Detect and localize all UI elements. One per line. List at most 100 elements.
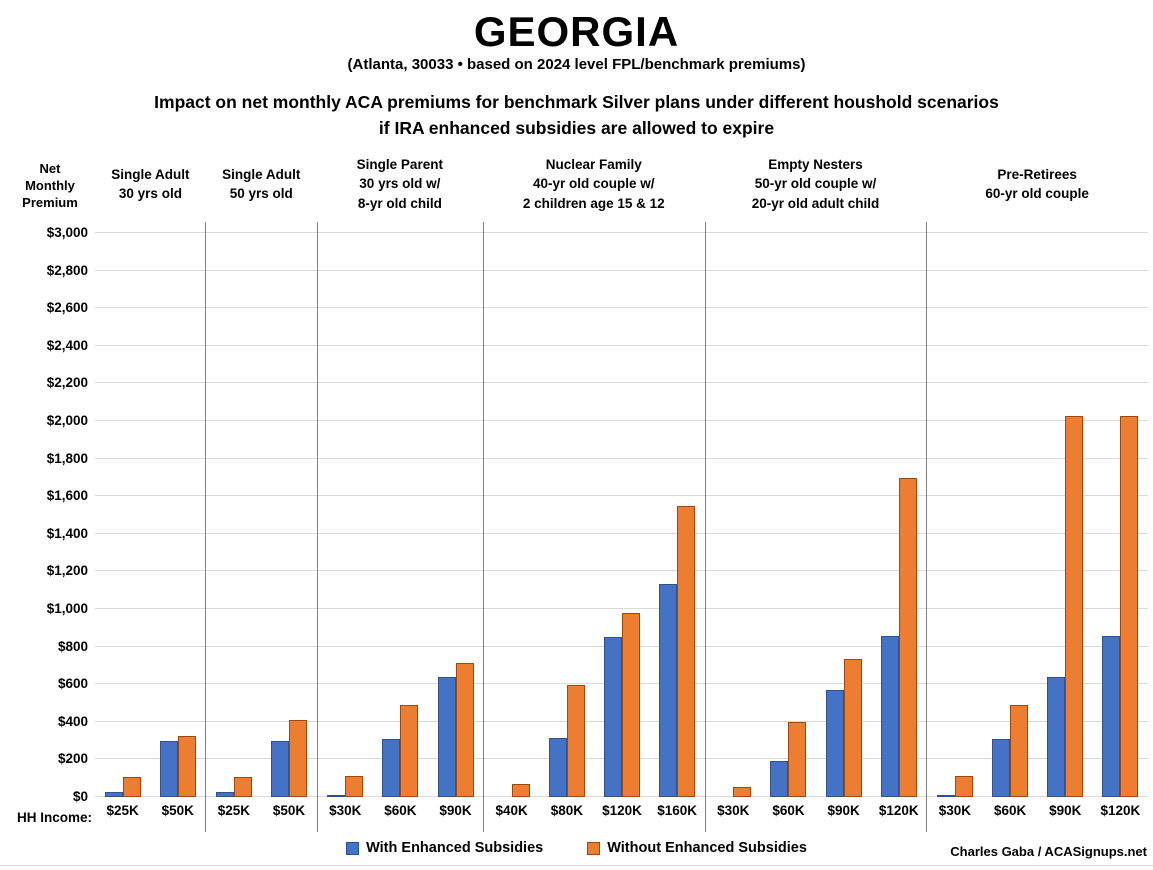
bar-pair xyxy=(1102,416,1139,797)
y-axis-title-line: Premium xyxy=(22,195,78,210)
income-label: $160K xyxy=(657,803,698,818)
income-labels-row: $30K $60K $90K $120K xyxy=(927,797,1148,832)
bar-pair xyxy=(494,784,530,797)
bar-without-enhanced-subsidies xyxy=(898,478,917,797)
bar-with-enhanced-subsidies xyxy=(271,741,290,797)
bar-with-enhanced-subsidies xyxy=(159,741,178,797)
gridline xyxy=(95,457,1148,459)
y-tick-label: $1,600 xyxy=(46,488,88,504)
bottom-border xyxy=(0,865,1153,866)
income-label: $120K xyxy=(878,803,919,818)
bar-without-enhanced-subsidies xyxy=(177,736,196,797)
bar-with-enhanced-subsidies xyxy=(992,739,1011,797)
group-header: Pre-Retirees 60-yr old couple xyxy=(926,150,1148,218)
bar-group: $30K $60K $90K $120K xyxy=(706,222,928,832)
bar-pair xyxy=(715,787,752,797)
income-labels-row: $25K $50K xyxy=(95,797,205,832)
bar-group: $30K $60K $90K $120K xyxy=(927,222,1148,832)
y-tick-label: $2,600 xyxy=(46,300,88,316)
income-label: $30K xyxy=(329,803,362,818)
y-tick-label: $600 xyxy=(57,676,88,692)
y-tick-label: $3,000 xyxy=(46,225,88,240)
group-header: Single Adult 30 yrs old xyxy=(95,150,206,218)
group-header-line: Single Parent xyxy=(356,156,443,172)
group-header-line: 30 yrs old w/ xyxy=(359,176,441,192)
bar-with-enhanced-subsidies xyxy=(770,761,789,797)
bar-group: $40K $80K $120K $160K xyxy=(484,222,706,832)
group-header-line: Nuclear Family xyxy=(545,156,642,172)
bar-pair xyxy=(992,705,1029,797)
bar-group: $25K $50K xyxy=(95,222,207,832)
gridline xyxy=(95,307,1148,309)
group-header-line: 8-yr old child xyxy=(357,195,442,211)
gridline xyxy=(95,495,1148,497)
y-axis-title: Net Monthly Premium xyxy=(8,160,92,211)
group-header: Empty Nesters 50-yr old couple w/20-yr ol… xyxy=(705,150,927,218)
bar-without-enhanced-subsidies xyxy=(289,720,308,797)
group-header-line: Empty Nesters xyxy=(768,156,863,172)
bar-without-enhanced-subsidies xyxy=(621,613,640,797)
group-header-line: Single Adult xyxy=(111,166,190,182)
bar-without-enhanced-subsidies xyxy=(1120,416,1139,797)
bar-without-enhanced-subsidies xyxy=(122,777,141,797)
group-header-line: 50 yrs old xyxy=(229,186,293,201)
group-header-line: 60-yr old couple xyxy=(985,186,1089,201)
chart-heading: Impact on net monthly ACA premiums for b… xyxy=(0,89,1153,141)
income-label: $120K xyxy=(602,803,642,818)
bars-row xyxy=(484,222,705,797)
bar-with-enhanced-subsidies xyxy=(1102,636,1121,797)
group-header-line: 30 yrs old xyxy=(118,186,182,201)
y-tick-label: $2,400 xyxy=(46,337,88,353)
bar-without-enhanced-subsidies xyxy=(511,784,530,797)
bar-pair xyxy=(1047,416,1084,797)
income-label: $40K xyxy=(495,803,528,818)
group-header-line: Pre-Retirees xyxy=(997,166,1077,182)
y-tick-label: $1,200 xyxy=(46,563,88,579)
legend-swatch-icon xyxy=(587,841,601,855)
bar-with-enhanced-subsidies xyxy=(437,677,456,797)
income-label: $90K xyxy=(827,803,860,818)
income-label: $25K xyxy=(106,803,139,818)
group-header-line: 2 children age 15 & 12 xyxy=(522,195,665,211)
heading-line-2: if IRA enhanced subsidies are allowed to… xyxy=(378,118,775,138)
income-label: $90K xyxy=(439,803,472,818)
legend-label: With Enhanced Subsidies xyxy=(366,840,544,856)
bars-row xyxy=(927,222,1148,797)
bar-pair xyxy=(880,478,917,797)
bar-without-enhanced-subsidies xyxy=(400,705,419,797)
bar-pair xyxy=(659,506,696,797)
bar-pair xyxy=(437,663,474,797)
y-tick-label: $2,800 xyxy=(46,262,88,278)
bar-pair xyxy=(936,776,973,797)
bars-row xyxy=(706,222,927,797)
y-tick-label: $2,200 xyxy=(46,375,88,391)
y-axis-title-line: Monthly xyxy=(25,178,75,193)
bar-without-enhanced-subsidies xyxy=(233,777,252,797)
legend-swatch-icon xyxy=(346,841,360,855)
bar-without-enhanced-subsidies xyxy=(843,659,862,797)
group-header-line: 50-yr old couple w/ xyxy=(754,176,877,192)
bars-row xyxy=(95,222,205,797)
bar-with-enhanced-subsidies xyxy=(104,792,123,797)
bars-row xyxy=(318,222,483,797)
bar-without-enhanced-subsidies xyxy=(733,787,752,797)
group-header-line: 40-yr old couple w/ xyxy=(533,176,655,192)
y-tick-label: $800 xyxy=(57,638,88,654)
legend-item-with-enhanced-subsidies: With Enhanced Subsidies xyxy=(346,840,543,856)
bar-without-enhanced-subsidies xyxy=(1010,705,1029,797)
bar-with-enhanced-subsidies xyxy=(215,792,234,797)
income-label: $60K xyxy=(993,803,1027,818)
gridline xyxy=(95,344,1148,346)
bar-pair xyxy=(603,613,640,797)
bar-without-enhanced-subsidies xyxy=(954,776,973,797)
gridline xyxy=(95,420,1148,421)
y-axis-title-line: Net xyxy=(39,161,61,176)
income-labels-row: $30K $60K $90K $120K xyxy=(706,797,927,832)
bar-pair xyxy=(159,736,196,797)
group-header: Nuclear Family 40-yr old couple w/2 child… xyxy=(483,150,705,218)
income-label: $30K xyxy=(938,803,972,818)
y-tick-label: $400 xyxy=(57,713,88,729)
income-label: $80K xyxy=(550,803,583,818)
bar-groups: $25K $50K $25K $50K $30K $60K $90K $40K $80K $120… xyxy=(95,222,1148,832)
